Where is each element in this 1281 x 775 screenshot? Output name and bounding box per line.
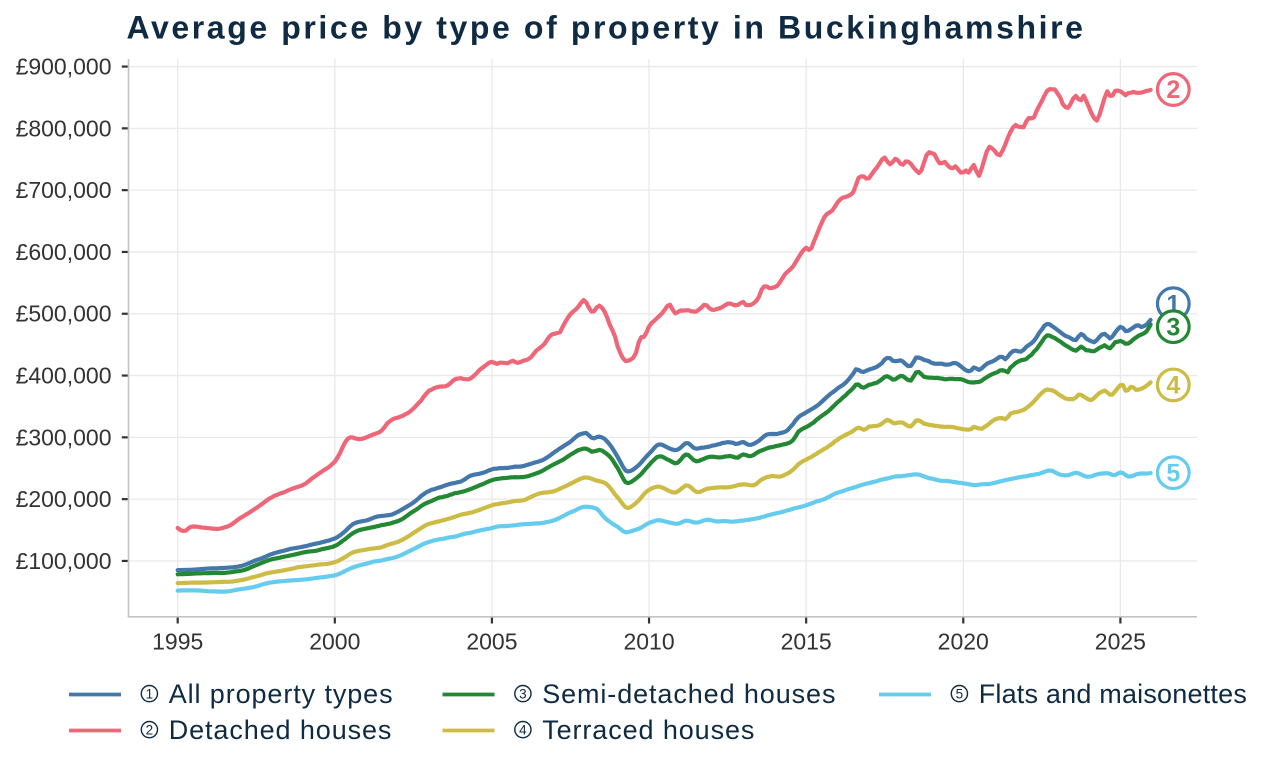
svg-text:Semi-detached houses: Semi-detached houses <box>542 679 836 709</box>
svg-text:Terraced houses: Terraced houses <box>542 715 755 745</box>
svg-text:Flats and maisonettes: Flats and maisonettes <box>979 679 1247 709</box>
svg-text:2: 2 <box>146 723 154 738</box>
svg-text:3: 3 <box>1166 313 1180 341</box>
svg-text:£300,000: £300,000 <box>16 424 112 450</box>
svg-text:2: 2 <box>1166 76 1180 104</box>
svg-text:Average price by type of prope: Average price by type of property in Buc… <box>126 10 1085 46</box>
svg-text:2010: 2010 <box>623 628 674 654</box>
svg-text:2020: 2020 <box>938 628 989 654</box>
svg-text:Detached houses: Detached houses <box>169 715 393 745</box>
svg-text:£400,000: £400,000 <box>16 362 112 388</box>
svg-text:5: 5 <box>1166 459 1180 487</box>
svg-text:£700,000: £700,000 <box>16 177 112 203</box>
svg-text:1995: 1995 <box>152 628 203 654</box>
svg-text:2015: 2015 <box>781 628 832 654</box>
svg-text:3: 3 <box>519 687 527 702</box>
svg-text:5: 5 <box>956 687 964 702</box>
svg-text:All property types: All property types <box>169 679 394 709</box>
svg-text:1: 1 <box>146 687 154 702</box>
svg-text:2000: 2000 <box>309 628 360 654</box>
svg-text:2025: 2025 <box>1095 628 1146 654</box>
svg-text:£500,000: £500,000 <box>16 301 112 327</box>
svg-text:4: 4 <box>519 723 527 738</box>
svg-text:£900,000: £900,000 <box>16 53 112 79</box>
svg-text:£600,000: £600,000 <box>16 239 112 265</box>
svg-text:£200,000: £200,000 <box>16 486 112 512</box>
svg-text:£800,000: £800,000 <box>16 115 112 141</box>
svg-text:4: 4 <box>1166 372 1180 400</box>
svg-text:2005: 2005 <box>466 628 517 654</box>
svg-text:£100,000: £100,000 <box>16 548 112 574</box>
